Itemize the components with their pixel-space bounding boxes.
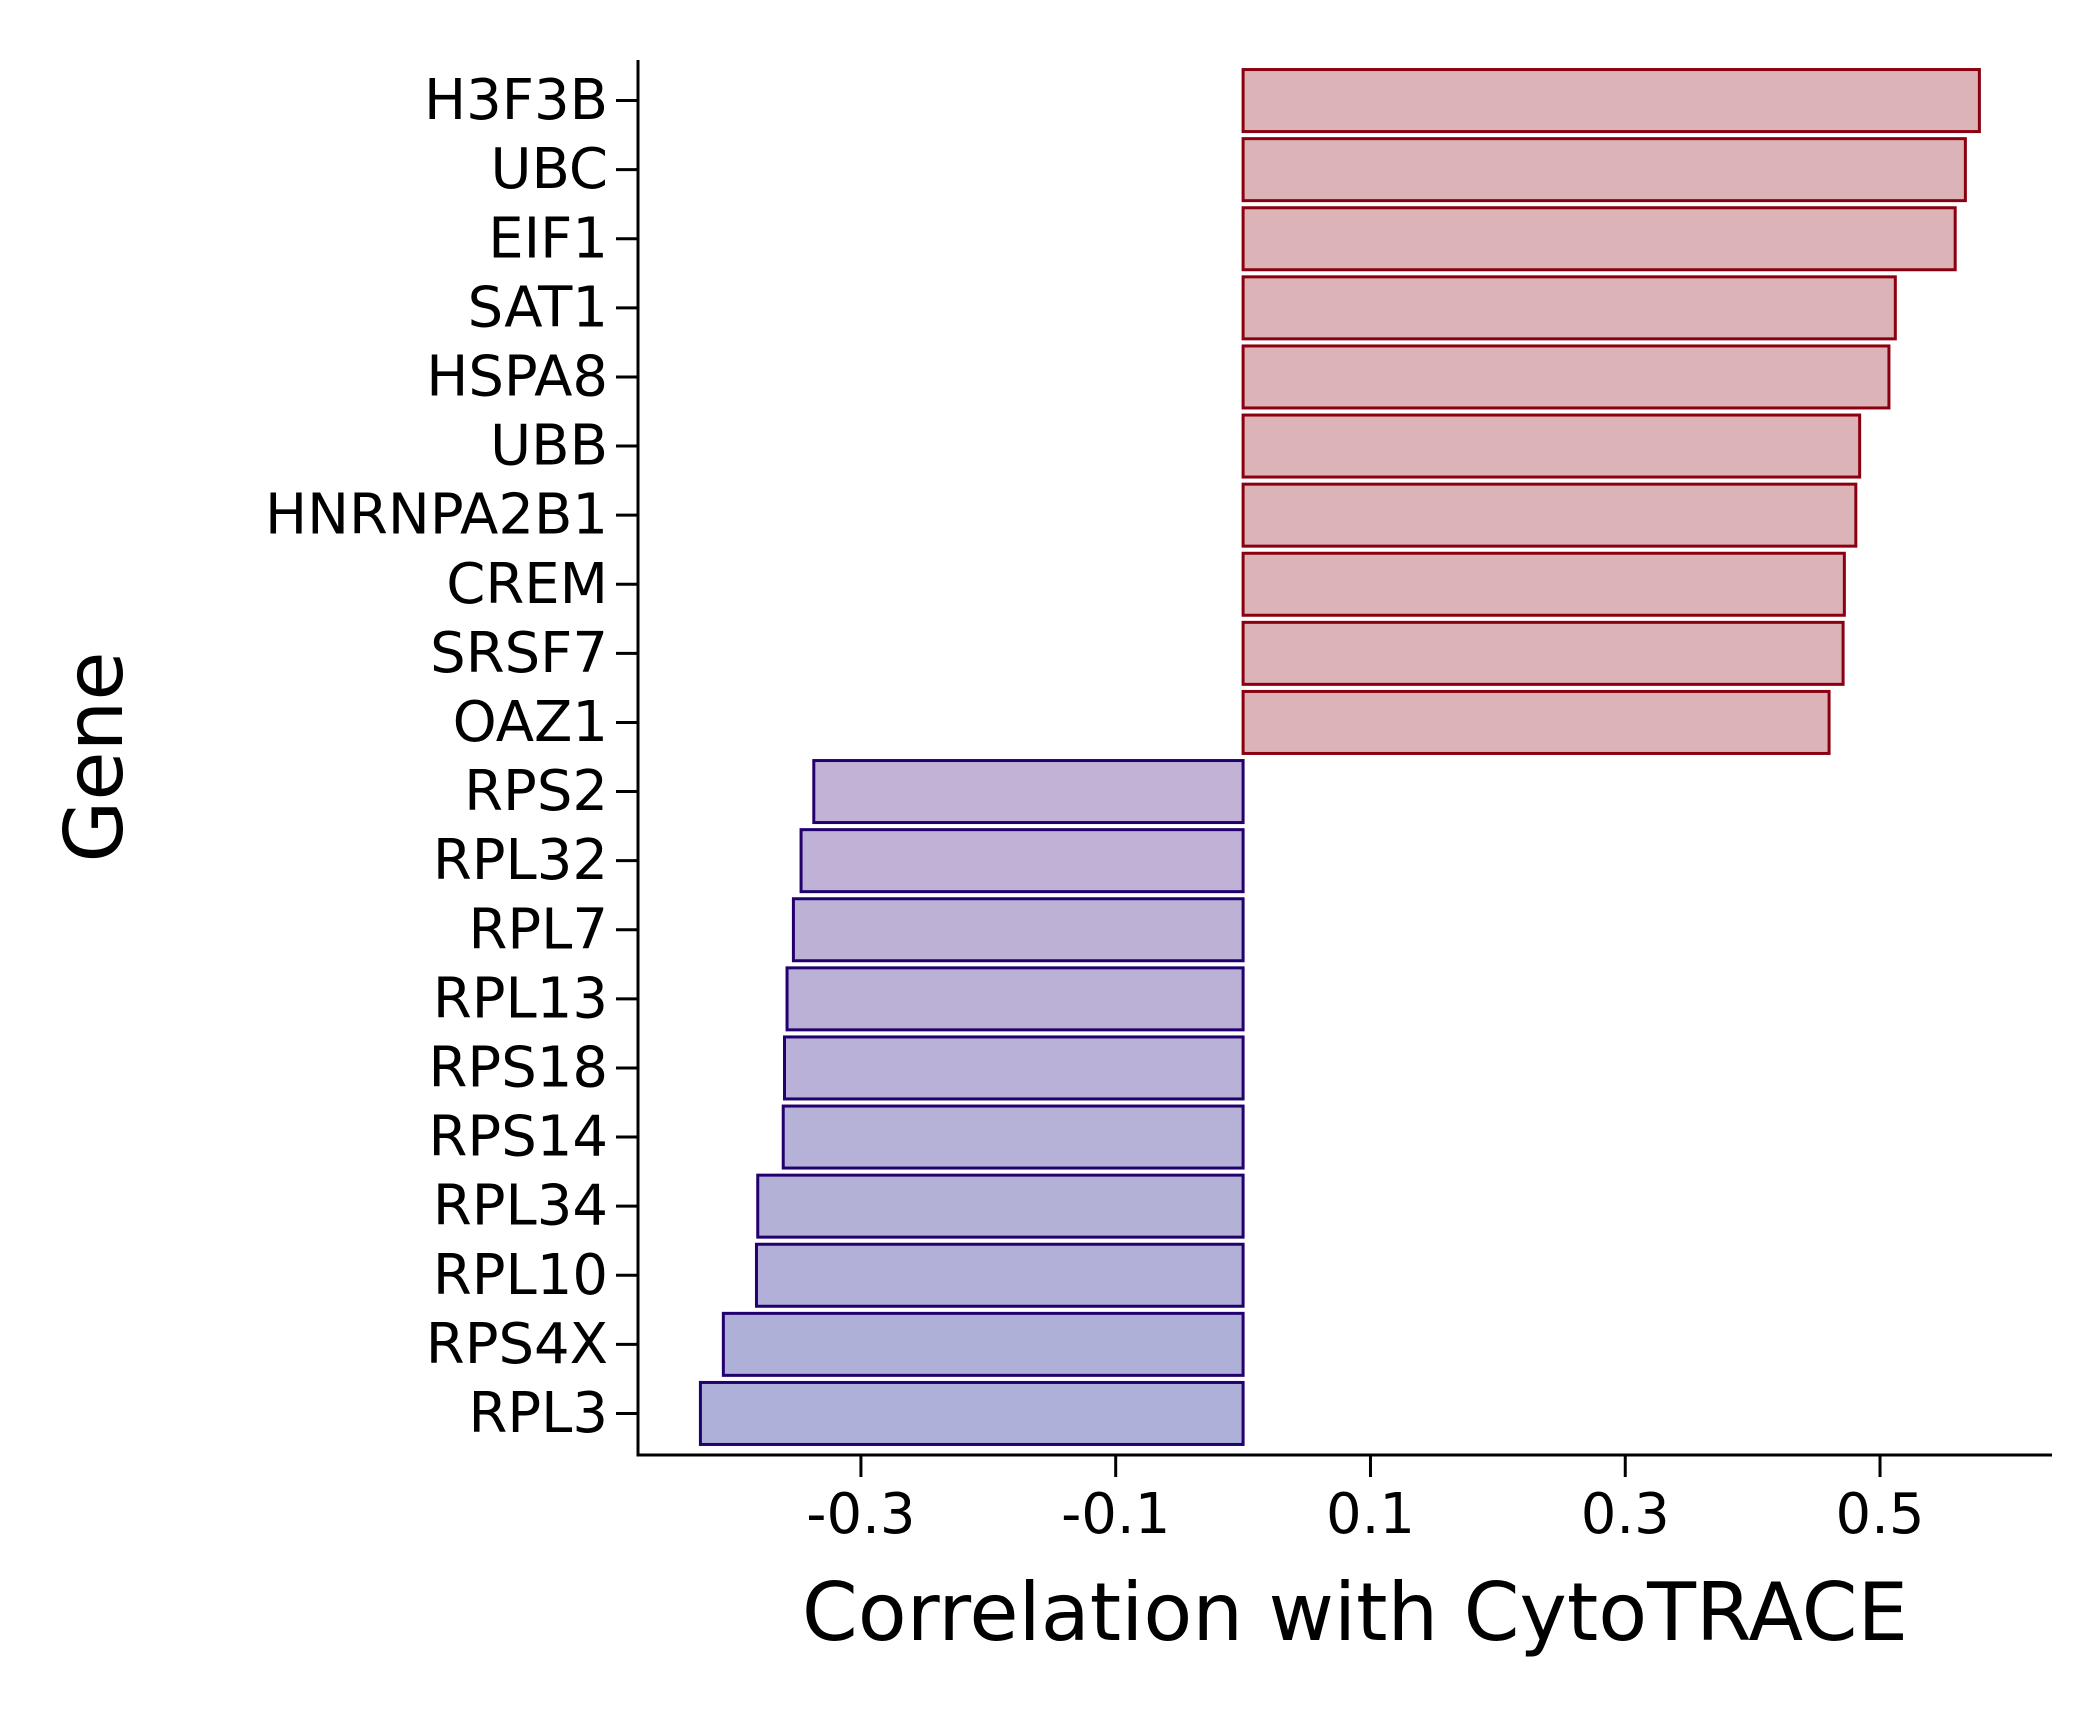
bar-rpl32: [799, 828, 1245, 894]
y-tick-label: CREM: [446, 552, 608, 617]
bar-crem: [1241, 551, 1846, 617]
bar-h3f3b: [1241, 68, 1981, 134]
x-tick-label: 0.5: [1835, 1482, 1924, 1547]
bar-rps18: [782, 1035, 1245, 1101]
bars-layer: [698, 68, 1981, 1446]
bar-oaz1: [1241, 689, 1831, 755]
bar-rps2: [812, 759, 1245, 825]
y-tick-label: HSPA8: [426, 344, 608, 409]
x-axis-title: Correlation with CytoTRACE: [802, 1566, 1908, 1659]
y-tick-label: UBC: [490, 137, 608, 202]
y-tick-label: SAT1: [468, 275, 608, 340]
bar-srsf7: [1241, 620, 1845, 686]
x-tick-label: -0.3: [806, 1482, 915, 1547]
bar-sat1: [1241, 275, 1897, 341]
bar-rpl34: [756, 1173, 1245, 1239]
y-tick-label: SRSF7: [430, 621, 608, 686]
bar-rps4x: [721, 1311, 1245, 1377]
y-tick-label: H3F3B: [424, 68, 608, 133]
y-tick-label: EIF1: [488, 206, 608, 271]
x-ticks: -0.3 -0.1 0.1 0.3 0.5: [806, 1455, 1925, 1547]
x-tick-label: -0.1: [1061, 1482, 1170, 1547]
y-axis-title: Gene: [48, 651, 141, 862]
bar-ubc: [1241, 137, 1967, 203]
bar-ubb: [1241, 413, 1862, 479]
y-tick-label: HNRNPA2B1: [265, 483, 608, 548]
y-tick-label: RPL3: [468, 1381, 608, 1446]
bar-hnrnpa2b1: [1241, 482, 1858, 548]
y-tick-label: RPS14: [429, 1105, 608, 1170]
x-tick-label: 0.1: [1326, 1482, 1415, 1547]
y-tick-label: UBB: [490, 414, 608, 479]
bar-eif1: [1241, 206, 1957, 272]
bar-hspa8: [1241, 344, 1891, 410]
bar-rpl13: [785, 966, 1245, 1032]
axes-layer: [636, 60, 2052, 1457]
y-tick-label: RPL32: [433, 828, 608, 893]
bar-rps14: [781, 1104, 1245, 1170]
y-tick-label: RPL10: [433, 1243, 608, 1308]
y-tick-label: OAZ1: [453, 690, 608, 755]
y-tick-label: RPS18: [429, 1035, 608, 1100]
y-tick-label: RPL34: [433, 1174, 608, 1239]
y-tick-label: RPL7: [468, 897, 608, 962]
bar-rpl10: [754, 1242, 1245, 1308]
y-tick-label: RPS4X: [426, 1312, 608, 1377]
y-ticks: H3F3BUBCEIF1SAT1HSPA8UBBHNRNPA2B1CREMSRS…: [265, 68, 638, 1446]
y-tick-label: RPS2: [464, 759, 608, 824]
bar-rpl7: [791, 897, 1245, 963]
bar-rpl3: [698, 1380, 1245, 1446]
x-tick-label: 0.3: [1581, 1482, 1670, 1547]
y-tick-label: RPL13: [433, 966, 608, 1031]
